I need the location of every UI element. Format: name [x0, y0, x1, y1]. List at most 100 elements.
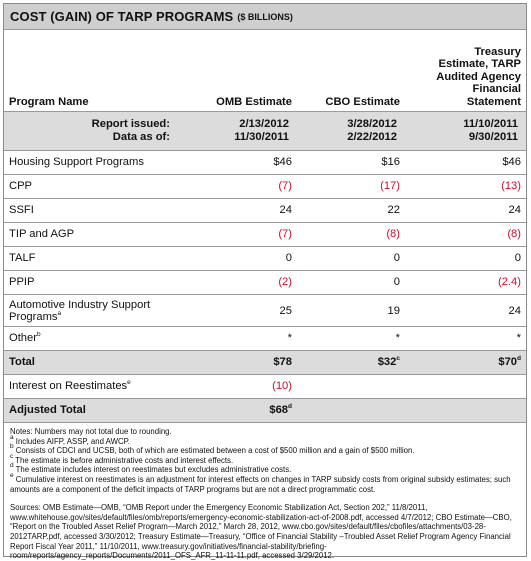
- footnote: e Cumulative interest on reestimates is …: [10, 471, 520, 494]
- program-name-line: Programs: [9, 310, 58, 323]
- footnote-mark: d: [288, 403, 292, 410]
- omb-dates: 2/13/2012 11/30/2011: [184, 111, 297, 151]
- omb-report-date: 2/13/2012: [239, 118, 289, 130]
- treasury-data-date: 9/30/2011: [468, 131, 518, 143]
- table-row: Automotive Industry Support Programsa 25…: [4, 294, 526, 327]
- omb-value: $46: [184, 150, 297, 175]
- total-label: Total: [4, 350, 184, 375]
- program-name: SSFI: [4, 198, 184, 223]
- interest-cbo: [297, 374, 405, 399]
- table-title: COST (GAIN) OF TARP PROGRAMS: [10, 9, 234, 24]
- program-name: CPP: [4, 174, 184, 199]
- footnote-text: Cumulative interest on reestimates is an…: [10, 474, 511, 494]
- total-cbo: $32c: [297, 350, 405, 375]
- tarp-cost-table: Program Name OMB Estimate CBO Estimate T…: [4, 30, 526, 423]
- footnote: b Consists of CDCI and UCSB, both of whi…: [10, 443, 520, 456]
- footnote-text: Consists of CDCI and UCSB, both of which…: [15, 446, 415, 456]
- footnote-mark: e: [10, 471, 14, 479]
- program-name-line: Automotive Industry Support: [9, 298, 151, 311]
- interest-label-text: Interest on Reestimates: [9, 380, 128, 392]
- omb-value: 24: [184, 198, 297, 223]
- table-notes: Notes: Numbers may not total due to roun…: [4, 423, 526, 494]
- total-cbo-value: $32: [377, 356, 397, 368]
- omb-value: (7): [184, 174, 297, 199]
- omb-value: *: [184, 326, 297, 351]
- treasury-value: *: [405, 326, 526, 351]
- header-treasury: Treasury Estimate, TARP Audited Agency F…: [405, 30, 526, 112]
- footnote-mark: c: [10, 452, 14, 460]
- program-name: PPIP: [4, 270, 184, 295]
- cbo-value: 0: [297, 270, 405, 295]
- cbo-value: *: [297, 326, 405, 351]
- footnote: d The estimate includes interest on rees…: [10, 462, 520, 475]
- footnote-text: The estimate includes interest on reesti…: [15, 465, 292, 475]
- omb-value: 0: [184, 246, 297, 271]
- report-issued-label: Report issued:: [91, 118, 170, 130]
- program-name: Housing Support Programs: [4, 150, 184, 175]
- omb-value: 25: [184, 294, 297, 327]
- header-program: Program Name: [4, 30, 184, 112]
- header-treasury-line: Treasury: [474, 45, 521, 58]
- table-row: TIP and AGP (7) (8) (8): [4, 222, 526, 247]
- footnote: a Includes AIFP, ASSP, and AWCP.: [10, 433, 520, 447]
- table-row: SSFI 24 22 24: [4, 198, 526, 223]
- header-treasury-line: Statement: [466, 95, 521, 108]
- footnote-text: Includes AIFP, ASSP, and AWCP.: [15, 436, 130, 446]
- total-omb: $78: [184, 350, 297, 375]
- table-row: Otherb * * *: [4, 326, 526, 351]
- header-row: Program Name OMB Estimate CBO Estimate T…: [4, 30, 526, 112]
- table-unit: ($ BILLIONS): [237, 11, 293, 22]
- footnote-mark: d: [517, 355, 521, 362]
- total-row: Total $78 $32c $70d: [4, 350, 526, 375]
- footnote-text: The estimate is before administrative co…: [15, 455, 234, 465]
- table-row: Housing Support Programs $46 $16 $46: [4, 150, 526, 175]
- tarp-cost-table-panel: COST (GAIN) OF TARP PROGRAMS ($ BILLIONS…: [3, 3, 527, 560]
- header-treasury-line: Financial: [472, 83, 522, 95]
- interest-row: Interest on Reestimatese (10): [4, 374, 526, 399]
- program-name-text: Other: [9, 332, 37, 344]
- program-name: TALF: [4, 246, 184, 271]
- adjusted-total-row: Adjusted Total $68d: [4, 398, 526, 423]
- report-dates-labels: Report issued: Data as of:: [4, 111, 184, 151]
- table-row: CPP (7) (17) (13): [4, 174, 526, 199]
- cbo-value: (8): [297, 222, 405, 247]
- adjusted-total-treasury: [405, 398, 526, 423]
- table-row: PPIP (2) 0 (2.4): [4, 270, 526, 295]
- program-name: Otherb: [4, 326, 184, 351]
- report-dates-row: Report issued: Data as of: 2/13/2012 11/…: [4, 111, 526, 151]
- cbo-data-date: 2/22/2012: [347, 131, 397, 143]
- table-sources: Sources: OMB Estimate—OMB, “OMB Report u…: [10, 503, 512, 561]
- program-name: Automotive Industry Support Programsa: [4, 294, 184, 327]
- footnote-mark: b: [36, 331, 41, 338]
- cbo-value: 19: [297, 294, 405, 327]
- footnote-mark: a: [57, 309, 62, 317]
- total-treasury-value: $70: [498, 356, 518, 368]
- cbo-value: 22: [297, 198, 405, 223]
- header-cbo: CBO Estimate: [297, 30, 405, 112]
- header-omb: OMB Estimate: [184, 30, 297, 112]
- treasury-value: 24: [405, 198, 526, 223]
- footnote: c The estimate is before administrative …: [10, 452, 520, 466]
- data-as-of-label: Data as of:: [112, 131, 170, 143]
- footnote-mark: b: [10, 443, 14, 451]
- cbo-value: $16: [297, 150, 405, 175]
- footnote-mark: d: [10, 462, 14, 470]
- header-treasury-line: Estimate, TARP: [438, 58, 521, 70]
- footnote-mark: c: [396, 355, 400, 362]
- adjusted-total-omb: $68d: [184, 398, 297, 423]
- notes-intro: Notes: Numbers may not total due to roun…: [10, 427, 172, 436]
- cbo-value: 0: [297, 246, 405, 271]
- treasury-report-date: 11/10/2011: [463, 118, 518, 130]
- title-bar: COST (GAIN) OF TARP PROGRAMS ($ BILLIONS…: [4, 4, 526, 30]
- table-row: TALF 0 0 0: [4, 246, 526, 271]
- footnote-mark: e: [127, 379, 131, 386]
- cbo-dates: 3/28/2012 2/22/2012: [297, 111, 405, 151]
- adjusted-total-omb-value: $68: [269, 404, 289, 416]
- footnote-mark: a: [10, 433, 14, 441]
- adjusted-total-label: Adjusted Total: [4, 398, 184, 423]
- program-name: TIP and AGP: [4, 222, 184, 247]
- interest-label: Interest on Reestimatese: [4, 374, 184, 399]
- header-treasury-line: Audited Agency: [436, 70, 521, 83]
- total-treasury: $70d: [405, 350, 526, 375]
- treasury-value: (8): [405, 222, 526, 247]
